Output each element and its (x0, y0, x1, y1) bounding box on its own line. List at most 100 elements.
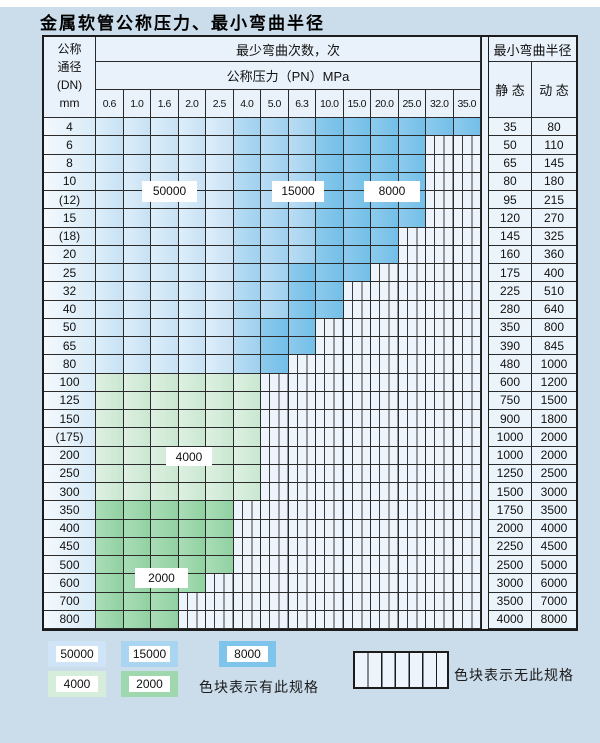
spec-cell (233, 227, 261, 246)
no-spec-cell (398, 501, 426, 520)
dn-cell: 65 (44, 337, 96, 356)
no-spec-cell (316, 428, 344, 447)
bend-radius-header: 最小弯曲半径 (489, 37, 576, 62)
zone-label-8000: 8000 (364, 180, 420, 202)
spec-cell (151, 483, 179, 502)
no-spec-cell (398, 592, 426, 611)
no-spec-cell (316, 373, 344, 392)
spec-cell (151, 501, 179, 520)
no-spec-cell (398, 337, 426, 356)
no-spec-cell (233, 556, 261, 575)
no-spec-cell (288, 537, 316, 556)
spec-cell (398, 154, 426, 173)
spec-cell (151, 410, 179, 429)
dn-cell: (18) (44, 227, 96, 246)
no-spec-cell (206, 574, 234, 593)
spec-cell (96, 355, 124, 374)
legend-no-spec-text: 色块表示无此规格 (454, 667, 574, 683)
spec-cell (316, 264, 344, 283)
spec-cell (316, 118, 344, 137)
static-value-cell: 80 (489, 172, 532, 191)
spec-cell (123, 501, 151, 520)
no-spec-cell (288, 391, 316, 410)
spec-cell (288, 337, 316, 356)
dynamic-value-cell: 4000 (532, 519, 576, 538)
pressure-col-label: 32.0 (426, 90, 454, 118)
spec-cell (261, 264, 289, 283)
no-spec-cell (426, 300, 454, 319)
spec-cell (151, 227, 179, 246)
spec-cell (96, 537, 124, 556)
no-spec-cell (453, 501, 481, 520)
spec-cell (206, 245, 234, 264)
no-spec-cell (233, 519, 261, 538)
dn-cell: 8 (44, 154, 96, 173)
no-spec-cell (206, 592, 234, 611)
spec-cell (316, 300, 344, 319)
static-header: 静 态 (489, 62, 532, 118)
no-spec-cell (398, 464, 426, 483)
spec-cell (206, 483, 234, 502)
no-spec-cell (426, 483, 454, 502)
static-value-cell: 35 (489, 118, 532, 137)
no-spec-cell (453, 227, 481, 246)
dynamic-value-cell: 360 (532, 245, 576, 264)
no-spec-cell (261, 610, 289, 629)
no-spec-cell (288, 446, 316, 465)
dn-cell: 125 (44, 391, 96, 410)
no-spec-cell (288, 592, 316, 611)
spec-cell (151, 610, 179, 629)
spec-cell (151, 592, 179, 611)
no-spec-cell (343, 391, 371, 410)
no-spec-cell (261, 483, 289, 502)
spec-cell (123, 537, 151, 556)
static-value-cell: 390 (489, 337, 532, 356)
spec-cell (343, 245, 371, 264)
dn-header: 公称 通径 (DN) mm (44, 37, 96, 118)
no-spec-cell (261, 574, 289, 593)
spec-cell (206, 227, 234, 246)
static-value-cell: 120 (489, 209, 532, 228)
no-spec-cell (316, 574, 344, 593)
spec-cell (96, 191, 124, 210)
no-spec-cell (233, 537, 261, 556)
no-spec-cell (288, 428, 316, 447)
no-spec-cell (426, 245, 454, 264)
no-spec-cell (371, 355, 399, 374)
no-spec-cell (398, 264, 426, 283)
spec-cell (206, 154, 234, 173)
spec-cell (206, 537, 234, 556)
spec-cell (178, 483, 206, 502)
no-spec-cell (261, 391, 289, 410)
spec-cell (151, 136, 179, 155)
static-value-cell: 3000 (489, 574, 532, 593)
static-value-cell: 350 (489, 318, 532, 337)
spec-cell (123, 519, 151, 538)
spec-cell (288, 282, 316, 301)
no-spec-cell (316, 537, 344, 556)
no-spec-cell (316, 391, 344, 410)
no-spec-cell (453, 483, 481, 502)
dynamic-value-cell: 110 (532, 136, 576, 155)
spec-cell (343, 209, 371, 228)
no-spec-cell (371, 610, 399, 629)
dn-header-line: 通径 (57, 60, 82, 74)
no-spec-cell (426, 501, 454, 520)
no-spec-cell (206, 610, 234, 629)
no-spec-cell (343, 410, 371, 429)
no-spec-cell (261, 501, 289, 520)
spec-cell (178, 464, 206, 483)
no-spec-cell (426, 391, 454, 410)
spec-cell (288, 300, 316, 319)
no-spec-cell (426, 282, 454, 301)
spec-cell (151, 537, 179, 556)
spec-cell (151, 464, 179, 483)
no-spec-cell (426, 154, 454, 173)
no-spec-cell (453, 300, 481, 319)
no-spec-cell (343, 556, 371, 575)
dynamic-value-cell: 325 (532, 227, 576, 246)
dn-cell: 350 (44, 501, 96, 520)
no-spec-cell (453, 245, 481, 264)
spec-cell (96, 501, 124, 520)
no-spec-cell (343, 519, 371, 538)
